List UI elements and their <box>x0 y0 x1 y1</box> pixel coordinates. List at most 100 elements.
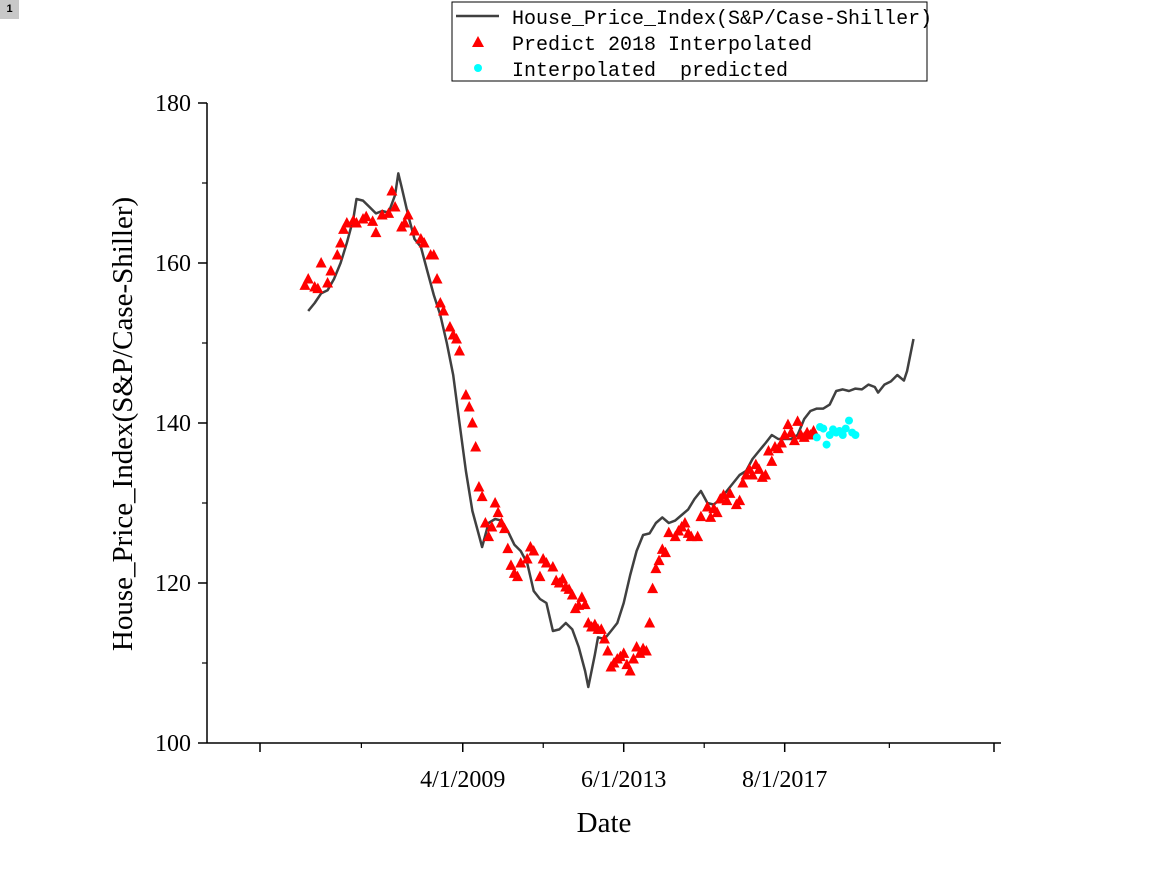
data-point-predict-2018 <box>679 517 691 528</box>
data-point-predict-2018 <box>788 434 800 446</box>
data-point-predict-2018 <box>521 553 533 564</box>
data-point-predict-2018 <box>692 530 704 542</box>
y-tick-label: 180 <box>155 91 191 117</box>
data-point-predict-2018 <box>772 442 784 454</box>
legend-entry-house-price-index: House_Price_Index(S&P/Case-Shiller) <box>512 8 932 31</box>
data-point-predict-2018 <box>528 545 540 556</box>
y-tick-label: 100 <box>155 731 191 757</box>
data-point-predict-2018 <box>331 249 343 260</box>
data-point-predict-2018 <box>367 215 379 226</box>
data-point-interpolated-predicted <box>851 431 860 439</box>
data-point-predict-2018 <box>785 426 797 438</box>
data-point-predict-2018 <box>534 570 546 582</box>
data-point-predict-2018 <box>724 487 736 498</box>
data-point-predict-2018 <box>695 510 707 522</box>
data-point-predict-2018 <box>451 333 463 344</box>
data-point-predict-2018 <box>618 647 630 658</box>
data-point-predict-2018 <box>579 598 591 610</box>
data-point-predict-2018 <box>566 589 578 600</box>
plot-area <box>299 172 915 689</box>
data-point-predict-2018 <box>453 345 465 356</box>
data-point-predict-2018 <box>489 497 501 508</box>
data-point-predict-2018 <box>399 217 411 228</box>
data-point-predict-2018 <box>653 554 665 566</box>
data-point-predict-2018 <box>312 282 324 294</box>
data-point-predict-2018 <box>492 506 504 518</box>
data-point-interpolated-predicted <box>844 416 853 425</box>
data-point-predict-2018 <box>360 210 372 222</box>
data-point-predict-2018 <box>576 591 588 602</box>
data-point-interpolated-predicted <box>819 424 828 433</box>
data-point-predict-2018 <box>663 526 675 538</box>
data-point-predict-2018 <box>476 490 488 502</box>
data-point-predict-2018 <box>418 237 430 248</box>
data-point-predict-2018 <box>595 623 607 634</box>
data-point-predict-2018 <box>466 417 478 428</box>
y-axis-title: House_Price_Index(S&P/Case-Shiller) <box>107 197 139 651</box>
legend-swatch-triangle <box>472 36 484 47</box>
axes: 100 120 140 160 180 4/1/2009 6/1/2013 8/1/2017 <box>155 91 1001 793</box>
y-tick-label: 160 <box>155 251 191 277</box>
legend-entry-predict-2018: Predict 2018 Interpolated <box>512 34 812 57</box>
data-point-predict-2018 <box>502 542 514 554</box>
data-point-predict-2018 <box>624 665 636 676</box>
legend-entry-interpolated-predicted: Interpolated predicted <box>512 60 788 83</box>
data-point-predict-2018 <box>669 530 681 542</box>
data-point-predict-2018 <box>302 273 314 284</box>
data-point-predict-2018 <box>350 217 362 228</box>
data-point-predict-2018 <box>644 617 656 628</box>
data-point-predict-2018 <box>402 209 414 220</box>
legend: House_Price_Index(S&P/Case-Shiller) Pred… <box>451 1 932 83</box>
legend-box <box>451 1 928 82</box>
data-point-predict-2018 <box>383 207 395 218</box>
data-point-predict-2018 <box>473 481 485 492</box>
data-point-predict-2018 <box>299 279 311 290</box>
data-point-predict-2018 <box>540 557 552 568</box>
data-point-predict-2018 <box>479 517 491 528</box>
data-point-predict-2018 <box>409 225 421 236</box>
data-point-predict-2018 <box>460 389 472 400</box>
data-point-predict-2018 <box>766 455 778 466</box>
data-point-interpolated-predicted <box>838 431 847 439</box>
data-point-predict-2018 <box>338 223 350 234</box>
data-point-predict-2018 <box>602 645 614 656</box>
data-point-predict-2018 <box>701 501 713 512</box>
data-point-predict-2018 <box>782 418 794 430</box>
data-point-predict-2018 <box>483 530 495 542</box>
x-tick-label: 8/1/2017 <box>742 767 827 793</box>
data-point-predict-2018 <box>792 415 804 426</box>
data-point-predict-2018 <box>808 425 820 436</box>
data-point-predict-2018 <box>486 521 498 532</box>
data-point-interpolated-predicted <box>841 424 850 433</box>
data-point-predict-2018 <box>389 201 401 212</box>
data-point-predict-2018 <box>711 506 723 518</box>
data-point-predict-2018 <box>627 653 639 664</box>
data-point-predict-2018 <box>659 546 671 558</box>
data-point-predict-2018 <box>557 573 569 584</box>
data-point-predict-2018 <box>386 185 398 196</box>
data-point-predict-2018 <box>499 522 511 534</box>
page-number-badge: 1 <box>0 0 19 19</box>
data-point-predict-2018 <box>760 469 772 480</box>
x-tick-label: 4/1/2009 <box>420 767 505 793</box>
data-point-predict-2018 <box>647 582 659 594</box>
data-point-predict-2018 <box>315 257 327 268</box>
data-point-predict-2018 <box>463 401 475 412</box>
data-point-predict-2018 <box>747 469 759 480</box>
y-tick-label: 140 <box>155 411 191 437</box>
data-point-predict-2018 <box>512 570 524 582</box>
data-point-predict-2018 <box>775 437 787 448</box>
data-point-predict-2018 <box>640 645 652 656</box>
data-point-predict-2018 <box>438 305 449 316</box>
data-point-predict-2018 <box>753 463 765 474</box>
y-tick-label: 120 <box>155 571 191 597</box>
data-point-interpolated-predicted <box>812 433 821 442</box>
data-point-predict-2018 <box>721 494 733 506</box>
data-point-predict-2018 <box>650 562 662 574</box>
data-point-predict-2018 <box>505 559 517 570</box>
data-point-predict-2018 <box>325 265 337 276</box>
data-point-predict-2018 <box>322 277 334 288</box>
x-axis-title: Date <box>577 807 632 839</box>
data-point-predict-2018 <box>470 441 482 452</box>
